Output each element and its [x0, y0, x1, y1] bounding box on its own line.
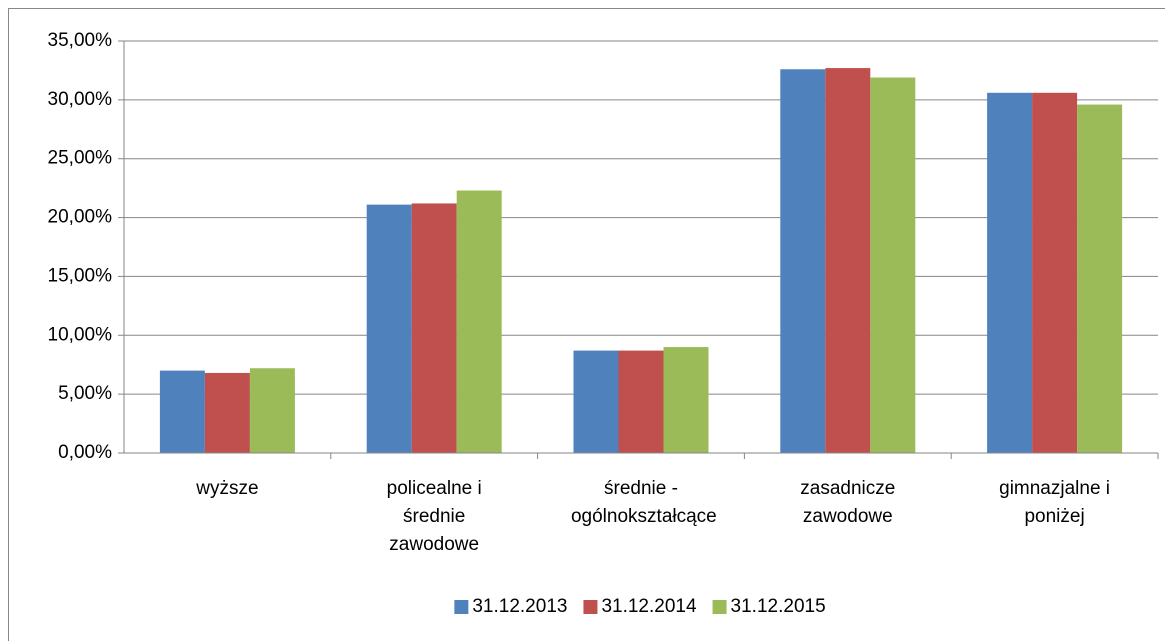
y-tick-label: 15,00% [48, 265, 113, 286]
x-tick-label: zasadnicze zawodowe [744, 475, 951, 531]
legend-label: 31.12.2013 [472, 596, 567, 617]
bar [366, 204, 412, 453]
x-tick-text: gimnazjalne i poniżej [999, 478, 1111, 527]
y-tick-label: 0,00% [58, 442, 112, 463]
bar [204, 372, 250, 453]
legend-label: 31.12.2015 [731, 596, 826, 617]
bar [870, 77, 916, 454]
bar [159, 370, 205, 453]
bar [987, 92, 1033, 454]
x-tick-label: gimnazjalne i poniżej [951, 475, 1158, 531]
bar [1077, 104, 1123, 454]
x-tick-label: wyższe [124, 475, 331, 503]
bar [1032, 92, 1078, 454]
x-tick-text: średnie - ogólnokształcące [570, 478, 717, 527]
y-tick-label: 5,00% [58, 383, 112, 404]
y-tick-label: 35,00% [48, 30, 113, 51]
legend-swatch [583, 600, 598, 614]
bar [249, 368, 295, 453]
x-tick-label: średnie - ogólnokształcące [538, 475, 745, 531]
legend-swatch [712, 600, 727, 614]
x-tick-label: policealne i średnie zawodowe [331, 475, 538, 559]
x-tick-text: zasadnicze zawodowe [800, 478, 896, 527]
bar [618, 350, 664, 453]
bar [780, 69, 826, 453]
bar [456, 190, 502, 454]
x-tick-text: wyższe [196, 478, 259, 499]
x-tick-text: policealne i średnie zawodowe [386, 478, 482, 555]
y-tick-label: 10,00% [48, 324, 113, 345]
legend-swatch [454, 600, 469, 614]
bar [573, 350, 619, 453]
bar [663, 347, 709, 453]
y-tick-label: 25,00% [48, 148, 113, 169]
bar [825, 68, 871, 454]
legend-label: 31.12.2014 [601, 596, 697, 617]
y-tick-label: 20,00% [48, 207, 113, 228]
bar [411, 203, 457, 453]
chart-frame [8, 8, 1165, 641]
y-tick-label: 30,00% [48, 89, 113, 110]
